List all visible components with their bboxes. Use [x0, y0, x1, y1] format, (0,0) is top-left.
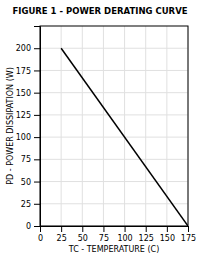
y-tick-mark	[34, 159, 40, 160]
x-tick-label: 25	[57, 234, 67, 243]
y-tick: 0	[26, 222, 40, 231]
y-tick-mark	[34, 182, 40, 183]
y-tick-mark	[34, 93, 40, 94]
y-tick: 200	[16, 44, 40, 53]
y-tick-label: 150	[16, 89, 31, 98]
y-tick: 25	[21, 200, 40, 209]
grid-line-x	[103, 26, 104, 226]
y-tick-label: 50	[21, 178, 31, 187]
y-tick-label: 175	[16, 67, 31, 76]
grid-line-x	[145, 26, 146, 226]
y-tick: 150	[16, 89, 40, 98]
x-tick-mark	[167, 226, 168, 232]
grid-line-y	[40, 137, 188, 138]
chart: 0 25 50 75 100 125 150 175 0 25 50 75 100 125 150 175 20…	[0, 0, 200, 260]
grid-line-y	[40, 181, 188, 182]
y-tick-mark	[34, 48, 40, 49]
x-tick: 100	[117, 226, 132, 243]
line	[61, 48, 188, 226]
y-tick-mark	[34, 115, 40, 116]
y-axis-title: PD - POWER DISSIPATION (W)	[6, 67, 15, 185]
x-axis-line	[41, 227, 189, 233]
x-tick: 0	[38, 226, 43, 243]
grid-line-x	[124, 26, 125, 226]
x-tick: 125	[139, 226, 154, 243]
x-tick-mark	[61, 226, 62, 232]
x-axis: 0 25 50 75 100 125 150 175	[38, 226, 196, 243]
grid-line-y	[40, 203, 188, 204]
y-axis: 0 25 50 75 100 125 150 175 200	[16, 27, 41, 232]
x-tick-mark	[125, 226, 126, 232]
grid-line-x	[82, 26, 83, 226]
y-tick-label: 25	[21, 200, 31, 209]
grid-line-y	[40, 159, 188, 160]
y-axis-line	[34, 27, 41, 227]
x-tick-label: 50	[78, 234, 88, 243]
y-tick-mark	[34, 70, 40, 71]
grid	[40, 26, 188, 226]
grid-line-y	[40, 92, 188, 93]
y-tick-label: 100	[16, 133, 31, 142]
plot: 0 25 50 75 100 125 150 175 0 25 50 75 100 125 150 175 20…	[16, 26, 196, 243]
x-tick-label: 100	[117, 234, 132, 243]
y-tick-mark	[34, 204, 40, 205]
y-tick-label: 200	[16, 44, 31, 53]
grid-line-y	[40, 114, 188, 115]
x-tick-label: 75	[99, 234, 109, 243]
x-tick-label: 150	[160, 234, 175, 243]
grid-line-y	[40, 70, 188, 71]
y-tick: 125	[16, 111, 40, 120]
x-tick: 75	[99, 226, 109, 243]
title: FIGURE 1 - POWER DERATING CURVE	[12, 6, 187, 16]
x-tick-label: 125	[139, 234, 154, 243]
y-tick: 100	[16, 133, 40, 142]
marks	[61, 48, 188, 226]
y-tick: 75	[21, 155, 40, 164]
x-axis-title: TC - TEMPERATURE (C)	[68, 245, 160, 254]
x-tick: 175	[181, 226, 196, 243]
y-tick: 175	[16, 67, 40, 76]
y-tick-label: 0	[26, 222, 31, 231]
x-tick: 150	[160, 226, 175, 243]
x-tick: 50	[78, 226, 88, 243]
x-tick-mark	[146, 226, 147, 232]
x-tick: 25	[57, 226, 67, 243]
y-tick-label: 75	[21, 155, 31, 164]
x-tick-mark	[82, 226, 83, 232]
y-tick: 50	[21, 178, 40, 187]
plot-frame	[40, 26, 188, 226]
y-tick-mark	[34, 137, 40, 138]
x-tick-label: 175	[181, 234, 196, 243]
x-tick-label: 0	[38, 234, 43, 243]
y-tick-mark	[34, 226, 40, 227]
x-tick-mark	[103, 226, 104, 232]
y-tick-label: 125	[16, 111, 31, 120]
x-tick-mark	[188, 226, 189, 232]
grid-line-x	[61, 26, 62, 226]
